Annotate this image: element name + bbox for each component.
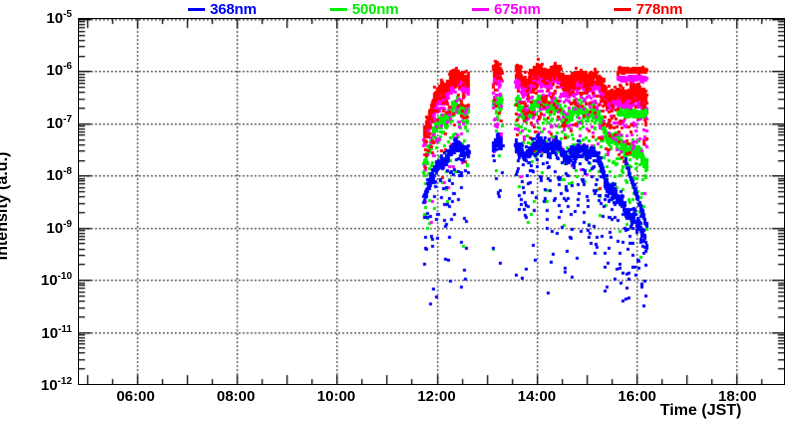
- legend-swatch-icon: [330, 7, 347, 11]
- y-tick-label: 10-10: [40, 271, 72, 290]
- y-tick-label: 10-11: [41, 323, 72, 342]
- y-tick-label: 10-6: [46, 61, 72, 80]
- x-tick-label: 08:00: [216, 388, 256, 405]
- x-tick-label: 06:00: [116, 388, 155, 405]
- y-axis-title: Intensity (a.u.): [0, 151, 11, 261]
- legend-entry-368nm: 368nm: [188, 0, 257, 18]
- x-tick-label: 18:00: [718, 388, 757, 405]
- y-tick-label: 10-12: [40, 376, 72, 394]
- legend-label: 778nm: [636, 0, 683, 18]
- legend-entry-778nm: 778nm: [614, 0, 683, 18]
- x-tick-label: 12:00: [417, 388, 456, 405]
- legend-entry-500nm: 500nm: [330, 0, 399, 18]
- y-tick-label: 10-5: [46, 9, 72, 27]
- legend-swatch-icon: [472, 7, 489, 11]
- y-tick-label: 10-9: [46, 218, 72, 237]
- scatter-plot-canvas: [79, 19, 784, 384]
- x-axis-title: Time (JST): [660, 402, 742, 419]
- x-tick-label: 14:00: [517, 388, 556, 405]
- plot-frame: [78, 18, 785, 385]
- legend-swatch-icon: [188, 7, 205, 11]
- legend-swatch-icon: [614, 7, 631, 11]
- y-tick-label: 10-7: [46, 113, 72, 132]
- y-axis-tick-labels: 10-5 10-6 10-7 10-8 10-9 10-10 10-11 10-12: [0, 10, 72, 394]
- legend-entry-675nm: 675nm: [472, 0, 541, 18]
- chart-legend: 368nm 500nm 675nm 778nm: [78, 0, 785, 18]
- legend-label: 368nm: [210, 0, 257, 18]
- x-axis-tick-labels: 06:00 08:00 10:00 12:00 14:00 16:00 18:00: [78, 388, 785, 408]
- x-tick-label: 16:00: [617, 388, 657, 405]
- legend-label: 500nm: [352, 0, 399, 18]
- legend-label: 675nm: [494, 0, 541, 18]
- y-tick-label: 10-8: [46, 166, 72, 185]
- x-tick-label: 10:00: [317, 388, 356, 405]
